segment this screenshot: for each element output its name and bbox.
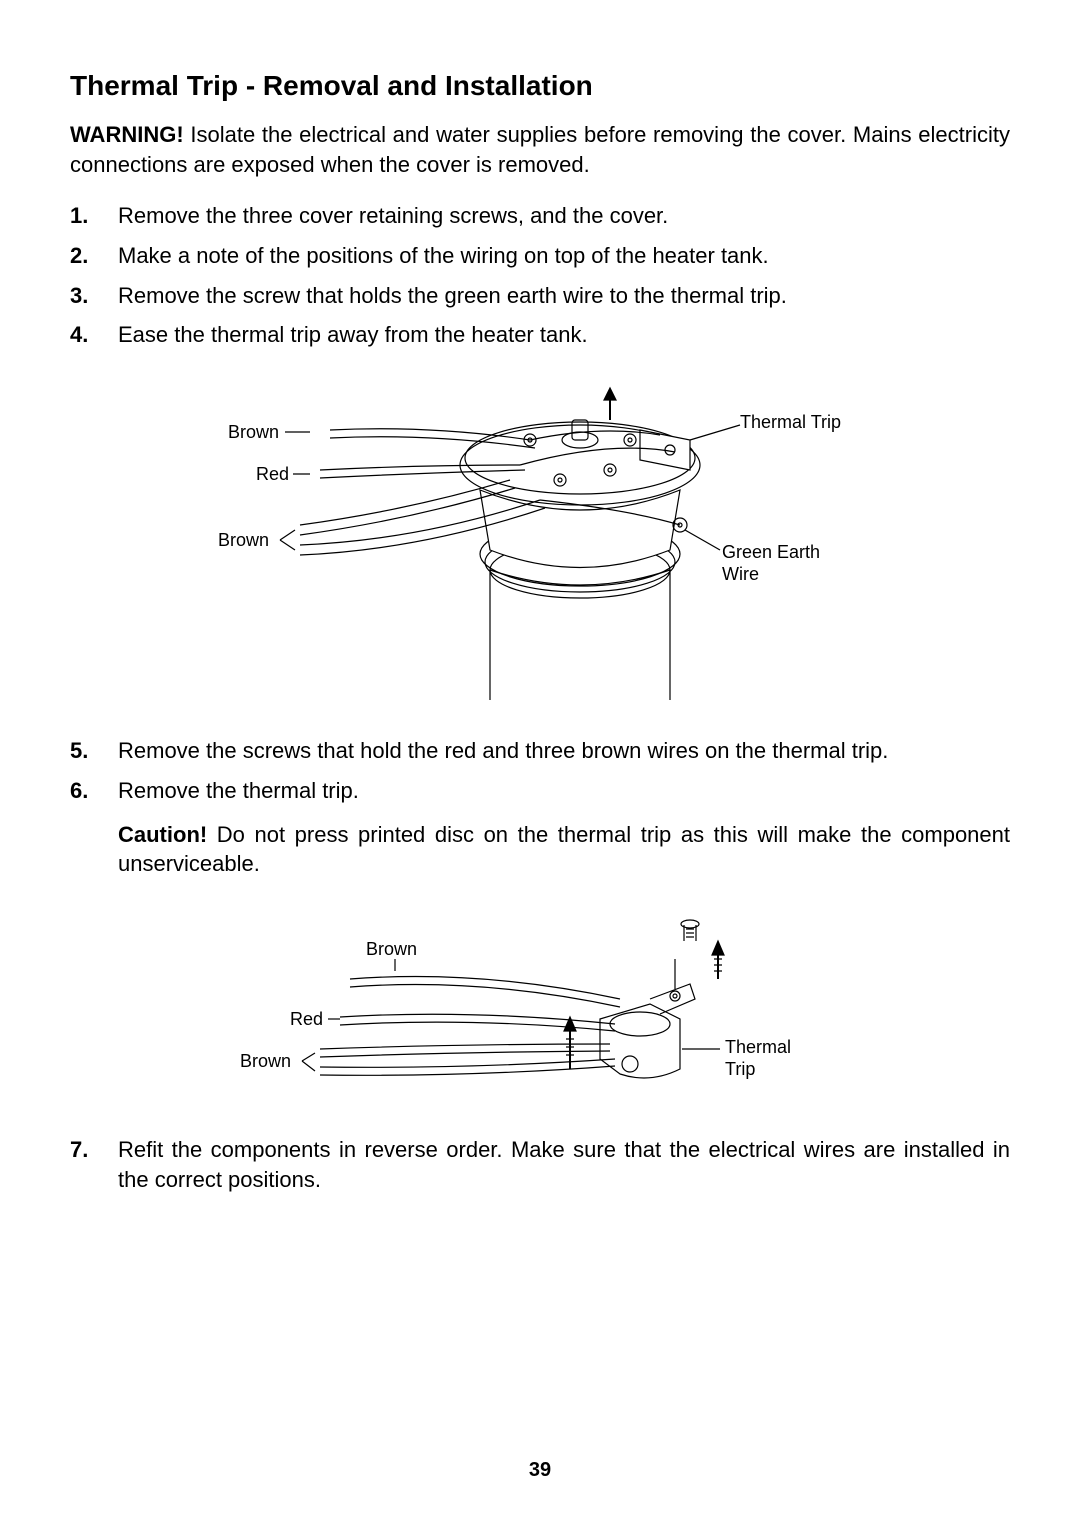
step-num: 2. (70, 241, 118, 271)
step-num: 5. (70, 736, 118, 766)
caution-label: Caution! (118, 822, 207, 847)
warning-text: Isolate the electrical and water supplie… (70, 122, 1010, 177)
step-text: Remove the thermal trip. (118, 776, 1010, 806)
step-text: Remove the three cover retaining screws,… (118, 201, 1010, 231)
figure-1: Brown Red Brown Thermal Trip Green Earth… (180, 370, 900, 710)
figure-2-wrap: Brown Red Brown Thermal Trip (70, 899, 1010, 1109)
fig1-label-red: Red (256, 464, 289, 486)
step-5: 5.Remove the screws that hold the red an… (70, 736, 1010, 766)
fig1-label-brown2: Brown (218, 530, 269, 552)
fig2-label-thermal1: Thermal (725, 1037, 791, 1059)
step-4: 4.Ease the thermal trip away from the he… (70, 320, 1010, 350)
fig1-label-brown1: Brown (228, 422, 279, 444)
step-text: Ease the thermal trip away from the heat… (118, 320, 1010, 350)
step-num: 1. (70, 201, 118, 231)
steps-list-3: 7.Refit the components in reverse order.… (70, 1135, 1010, 1194)
steps-list-1: 1.Remove the three cover retaining screw… (70, 201, 1010, 350)
step-1: 1.Remove the three cover retaining screw… (70, 201, 1010, 231)
step-text: Remove the screw that holds the green ea… (118, 281, 1010, 311)
step-num: 7. (70, 1135, 118, 1194)
fig2-label-brown1: Brown (366, 939, 417, 961)
step-3: 3.Remove the screw that holds the green … (70, 281, 1010, 311)
caution-paragraph: Caution! Do not press printed disc on th… (118, 820, 1010, 879)
caution-text: Do not press printed disc on the thermal… (118, 822, 1010, 877)
step-2: 2.Make a note of the positions of the wi… (70, 241, 1010, 271)
steps-list-2: 5.Remove the screws that hold the red an… (70, 736, 1010, 805)
warning-paragraph: WARNING! Isolate the electrical and wate… (70, 120, 1010, 179)
step-num: 3. (70, 281, 118, 311)
page-number: 39 (0, 1459, 1080, 1482)
fig1-label-thermal: Thermal Trip (740, 412, 841, 434)
fig1-label-earth: Green Earth Wire (722, 542, 820, 585)
step-text: Remove the screws that hold the red and … (118, 736, 1010, 766)
step-text: Refit the components in reverse order. M… (118, 1135, 1010, 1194)
fig2-label-brown2: Brown (240, 1051, 291, 1073)
step-6: 6.Remove the thermal trip. (70, 776, 1010, 806)
step-num: 6. (70, 776, 118, 806)
figure-1-wrap: Brown Red Brown Thermal Trip Green Earth… (70, 370, 1010, 710)
figure-2: Brown Red Brown Thermal Trip (220, 899, 860, 1109)
step-num: 4. (70, 320, 118, 350)
step-7: 7.Refit the components in reverse order.… (70, 1135, 1010, 1194)
fig2-label-thermal2: Trip (725, 1059, 755, 1081)
thermal-trip-diagram-icon (220, 899, 860, 1109)
page-title: Thermal Trip - Removal and Installation (70, 70, 1010, 102)
fig2-label-red: Red (290, 1009, 323, 1031)
step-text: Make a note of the positions of the wiri… (118, 241, 1010, 271)
warning-label: WARNING! (70, 122, 184, 147)
